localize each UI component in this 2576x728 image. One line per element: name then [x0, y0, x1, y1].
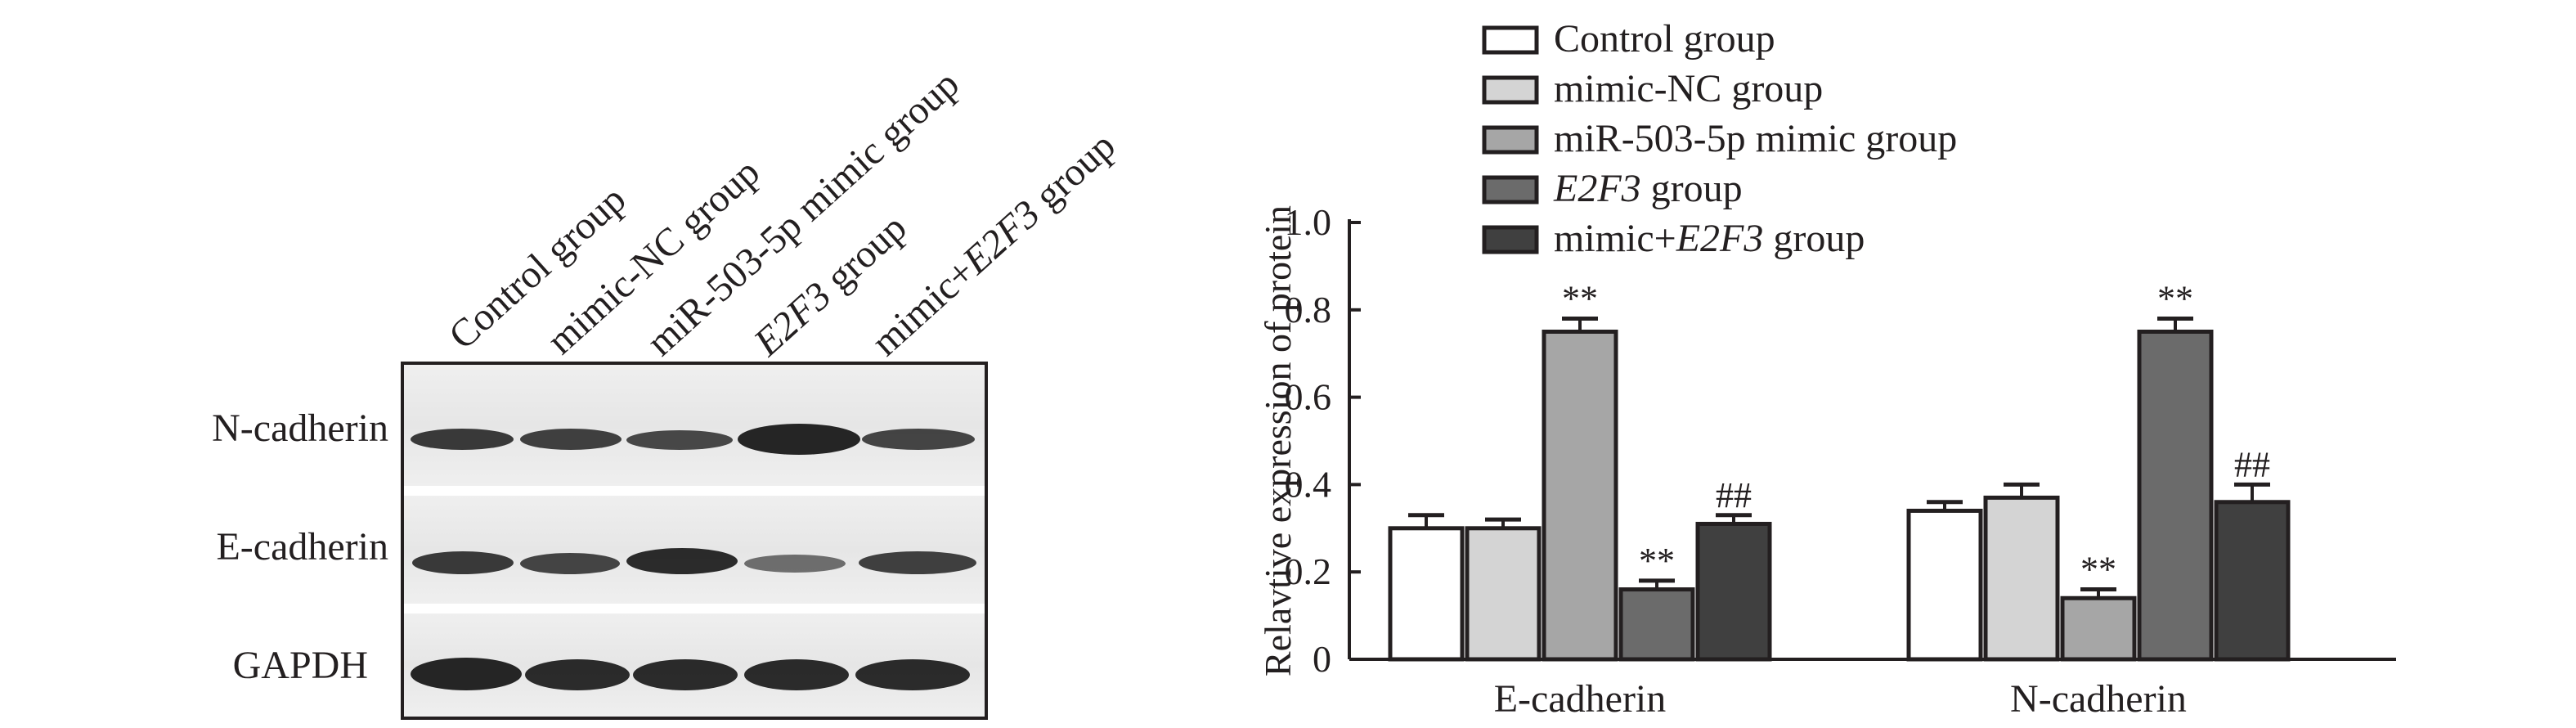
blot-band — [855, 659, 970, 690]
bar — [1618, 587, 1695, 662]
legend-swatch — [1482, 225, 1539, 254]
blot-separator — [404, 604, 985, 613]
blot-band — [744, 659, 849, 690]
blot-band — [744, 555, 846, 573]
bar — [2060, 595, 2137, 662]
blot-band — [411, 429, 514, 450]
y-tick-label: 1.0 — [1285, 201, 1332, 243]
legend-label: mimic-NC group — [1554, 67, 1823, 110]
significance-mark: ## — [2234, 444, 2270, 484]
blot-band — [626, 430, 733, 450]
row-label-n-cadherin: N-cadherin — [212, 407, 388, 450]
legend-label: mimic+E2F3 group — [1554, 217, 1865, 260]
x-category-label: E-cadherin — [1494, 677, 1667, 721]
blot-band — [862, 429, 975, 450]
blot-band — [859, 551, 976, 574]
bar — [1388, 526, 1465, 662]
bar — [1906, 508, 1983, 662]
bar — [2214, 500, 2291, 662]
bar — [1983, 495, 2060, 662]
blot-band — [411, 658, 522, 690]
blot-band — [738, 424, 860, 455]
blot-band — [633, 659, 738, 690]
blot-band — [520, 553, 620, 574]
significance-mark: ## — [1716, 475, 1752, 515]
x-category-label: N-cadherin — [2010, 677, 2187, 721]
bar — [1465, 526, 1542, 662]
blot-image — [401, 362, 988, 720]
blot-band — [525, 659, 630, 690]
legend-swatch — [1482, 175, 1539, 204]
row-label-e-cadherin: E-cadherin — [216, 525, 388, 568]
bar — [2137, 330, 2214, 662]
bar — [1542, 330, 1618, 662]
row-label-gapdh: GAPDH — [232, 644, 368, 687]
legend-label: Control group — [1554, 17, 1775, 61]
blot-separator — [404, 486, 985, 496]
blot-strip-n-cadherin — [404, 365, 985, 486]
blot-band — [520, 429, 622, 450]
blot-band — [626, 548, 738, 574]
legend-label: miR-503-5p mimic group — [1554, 117, 1957, 160]
y-axis-label: Relavtive expression of protein — [1257, 205, 1299, 676]
bar — [1695, 521, 1772, 662]
legend-label: E2F3 group — [1553, 167, 1743, 210]
y-tick-label: 0 — [1313, 638, 1331, 680]
significance-mark: ** — [2157, 278, 2193, 318]
y-tick-label: 0.4 — [1285, 463, 1332, 505]
legend-swatch — [1482, 75, 1539, 105]
significance-mark: ** — [2080, 550, 2116, 590]
blot-band — [412, 551, 514, 574]
significance-mark: ** — [1562, 278, 1598, 318]
legend-swatch — [1482, 25, 1539, 55]
significance-mark: ** — [1639, 541, 1675, 581]
y-tick-label: 0.8 — [1285, 289, 1332, 330]
legend-swatch — [1482, 125, 1539, 155]
y-tick-label: 0.2 — [1285, 550, 1332, 592]
y-tick-label: 0.6 — [1285, 376, 1332, 418]
